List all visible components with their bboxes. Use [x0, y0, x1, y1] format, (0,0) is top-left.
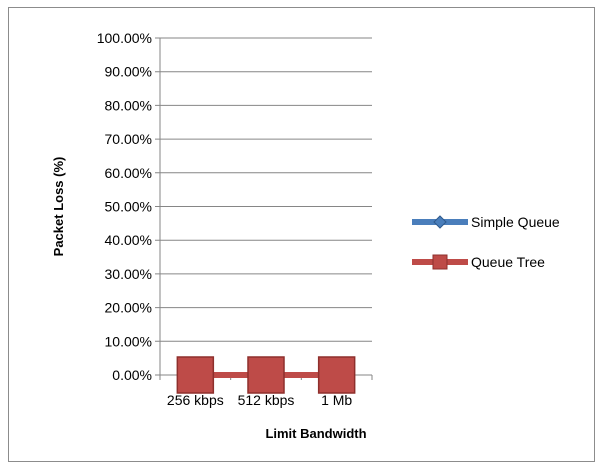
y-tick-label: 90.00%	[105, 64, 152, 80]
data-point-marker	[317, 356, 356, 394]
y-tick-label: 20.00%	[105, 300, 152, 316]
y-tick-label: 60.00%	[105, 165, 152, 181]
legend-marker	[433, 215, 447, 229]
legend-label: Simple Queue	[471, 214, 560, 230]
legend-item: Simple Queue	[412, 214, 560, 230]
y-tick-label: 0.00%	[112, 367, 152, 383]
data-point-marker	[247, 356, 285, 394]
data-point-marker	[176, 356, 215, 394]
series-layer	[176, 356, 356, 394]
x-tick-label: 1 Mb	[321, 392, 352, 408]
x-tick-labels: 256 kbps 512 kbps 1 Mb	[159, 375, 373, 408]
y-tick-label: 50.00%	[105, 199, 152, 215]
y-tick-labels: 0.00% 10.00% 20.00% 30.00% 40.00% 50.00% 60.00…	[97, 30, 152, 383]
y-axis-title: Packet Loss (%)	[51, 157, 66, 257]
y-tick-label: 40.00%	[105, 232, 152, 248]
x-tick-label: 256 kbps	[167, 392, 224, 408]
y-tick-label: 70.00%	[105, 131, 152, 147]
y-tick-label: 80.00%	[105, 97, 152, 113]
x-tick-label: 512 kbps	[238, 392, 295, 408]
gridlines	[155, 37, 372, 376]
chart-area	[8, 7, 595, 462]
legend-marker	[432, 254, 448, 270]
series-queue-tree	[176, 356, 356, 394]
legend: Simple Queue Queue Tree	[412, 214, 560, 270]
legend-item: Queue Tree	[412, 254, 545, 270]
x-axis-title: Limit Bandwidth	[265, 426, 366, 441]
y-tick-label: 10.00%	[105, 333, 152, 349]
legend-label: Queue Tree	[471, 254, 545, 270]
y-tick-label: 100.00%	[97, 30, 152, 46]
y-tick-label: 30.00%	[105, 266, 152, 282]
